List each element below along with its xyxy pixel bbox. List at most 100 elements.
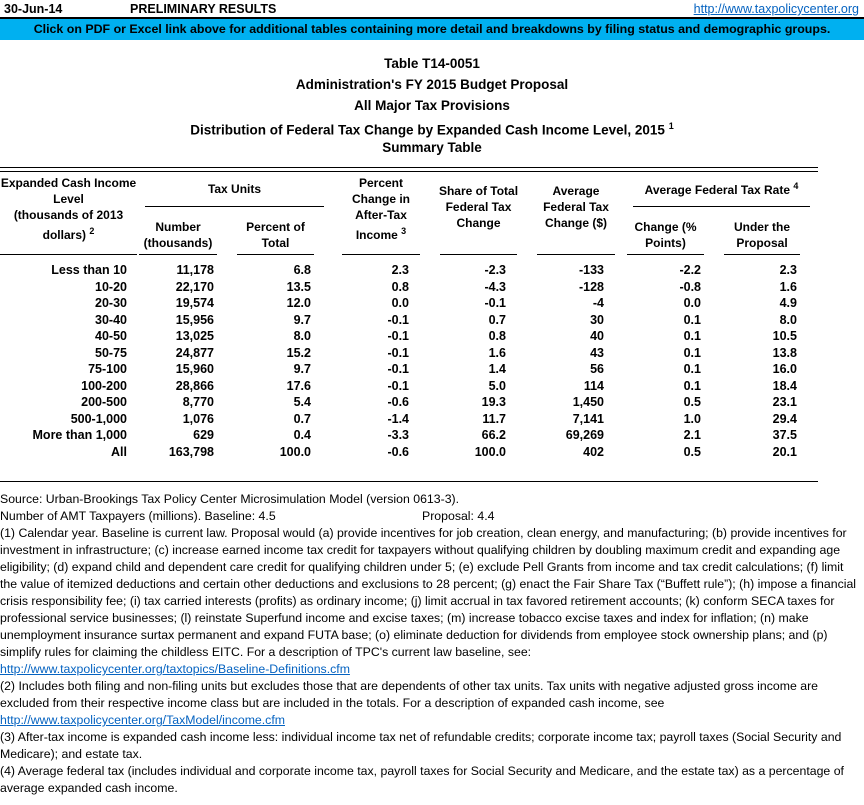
value-cell: 37.5 [772,428,797,442]
income-level-cell: 200-500 [81,395,127,409]
table-header-row: Expanded Cash Income Level (thousands of… [0,172,818,255]
value-cell: 11,178 [176,263,214,277]
group-header-average-federal-tax-rate: Average Federal Tax Rate 4 [633,172,810,207]
value-cell: 30 [590,312,604,327]
col-header-under-the-proposal: Under the Proposal [714,207,810,255]
value-cell: 15,956 [175,312,214,327]
footnote-1: (1) Calendar year. Baseline is current l… [0,526,857,659]
value-cell: -0.1 [387,378,409,393]
title-budget-proposal: Administration's FY 2015 Budget Proposal [295,77,569,92]
value-cell: 0.8 [391,279,409,294]
value-cell: 17.6 [286,378,311,393]
value-cell: 7,141 [572,411,604,426]
col-header-percent-change-after-tax-income: Percent Change in After-Tax Income 3 [332,172,430,255]
footnote-ref-4: 4 [793,181,799,191]
report-date: 30-Jun-14 [4,2,63,16]
value-cell: 13.8 [772,345,797,360]
value-cell: 6.8 [293,263,311,277]
value-cell: 8.0 [293,329,311,343]
value-cell: 0.4 [293,428,311,442]
value-cell: 402 [583,444,604,459]
value-cell: -0.6 [387,395,409,409]
table-row: 500-1,000 1,076 0.7 -1.4 11.7 7,141 1.0 29.4 [0,411,818,428]
value-cell: -1.4 [387,411,409,426]
footnote-2: (2) Includes both filing and non-filing … [0,679,819,710]
value-cell: 0.1 [683,378,701,393]
value-cell: -3.3 [387,428,409,442]
footnotes-section: Source: Urban-Brookings Tax Policy Cente… [0,491,858,797]
value-cell: -0.1 [387,345,409,360]
value-cell: 23.1 [772,395,797,409]
table-row: 75-100 15,960 9.7 -0.1 1.4 56 0.1 16.0 [0,361,818,378]
value-cell: 0.5 [683,444,701,459]
value-cell: 13,025 [175,329,214,343]
value-cell: 2.1 [683,428,701,442]
value-cell: -0.1 [387,312,409,327]
income-level-cell: 40-50 [95,329,127,343]
footnote-4: (4) Average federal tax (includes indivi… [0,764,844,795]
value-cell: 1.4 [488,362,506,376]
value-cell: 10.5 [772,329,797,343]
income-level-cell: 10-20 [95,279,127,294]
col-header-number-thousands: Number (thousands) [129,207,227,255]
col-group-average-federal-tax-rate: Average Federal Tax Rate 4 Change (% Poi… [625,172,818,255]
value-cell: -128 [578,279,604,294]
table-row: 20-30 19,574 12.0 0.0 -0.1 -4 0.0 4.9 [0,295,818,312]
footnote-ref-1: 1 [668,121,674,131]
footnote-3: (3) After-tax income is expanded cash in… [0,730,842,761]
value-cell: 22,170 [175,279,214,294]
info-banner: Click on PDF or Excel link above for add… [0,19,864,40]
value-cell: -4.3 [484,279,506,294]
value-cell: 0.0 [683,296,701,310]
value-cell: 16.0 [772,362,797,376]
value-cell: 8,770 [182,395,214,409]
value-cell: 163,798 [168,444,214,459]
value-cell: 24,877 [175,345,214,360]
col-group-tax-units: Tax Units Number (thousands) Percent of … [137,172,332,255]
col-header-income-level: Expanded Cash Income Level (thousands of… [0,172,137,255]
value-cell: 114 [583,378,604,393]
col-header-average-federal-tax-change: Average Federal Tax Change ($) [527,172,625,255]
value-cell: 18.4 [772,378,797,393]
value-cell: 19,574 [175,296,214,310]
title-distribution-text: Distribution of Federal Tax Change by Ex… [190,122,665,138]
col-header-percent-of-total: Percent of Total [227,207,324,255]
taxpolicycenter-home-link[interactable]: http://www.taxpolicycenter.org [693,2,859,16]
value-cell: -0.1 [484,296,506,310]
income-level-cell: 100-200 [81,378,127,393]
value-cell: 100.0 [474,444,506,459]
value-cell: 69,269 [565,428,604,442]
value-cell: -2.3 [484,263,506,277]
value-cell: 0.7 [293,411,311,426]
value-cell: 15,960 [175,362,214,376]
title-distribution: Distribution of Federal Tax Change by Ex… [0,116,864,138]
table-bottom-rule [0,481,818,482]
value-cell: 629 [193,428,214,442]
value-cell: 66.2 [481,428,506,442]
value-cell: 1,076 [182,411,214,426]
baseline-definitions-link[interactable]: http://www.taxpolicycenter.org/taxtopics… [0,662,350,676]
title-block: Table T14-0051 Administration's FY 2015 … [0,53,864,158]
value-cell: 0.7 [488,312,506,327]
value-cell: 12.0 [286,296,311,310]
value-cell: 29.4 [772,411,797,426]
table-row: 10-20 22,170 13.5 0.8 -4.3 -128 -0.8 1.6 [0,279,818,296]
income-level-cell: More than 1,000 [32,428,127,442]
footnote-ref-3: 3 [401,226,407,236]
table-row: 100-200 28,866 17.6 -0.1 5.0 114 0.1 18.4 [0,378,818,395]
value-cell: 28,866 [175,378,214,393]
table-row: More than 1,000 629 0.4 -3.3 66.2 69,269 2.1 37… [0,427,818,444]
amt-baseline-value: Number of AMT Taxpayers (millions). Base… [0,509,276,523]
title-summary-table: Summary Table [382,140,482,155]
income-level-cell: 20-30 [95,296,127,310]
value-cell: 0.5 [683,395,701,409]
value-cell: 1.0 [683,411,701,426]
table-row: Less than 10 11,178 6.8 2.3 -2.3 -133 -2.2 2.3 [0,262,818,279]
value-cell: 15.2 [286,345,311,360]
value-cell: -0.1 [387,329,409,343]
table-top-rule [0,167,818,172]
expanded-cash-income-link[interactable]: http://www.taxpolicycenter.org/TaxModel/… [0,713,285,727]
income-level-cell: 30-40 [95,312,127,327]
amt-proposal-value: Proposal: 4.4 [422,509,495,523]
value-cell: 0.1 [683,345,701,360]
